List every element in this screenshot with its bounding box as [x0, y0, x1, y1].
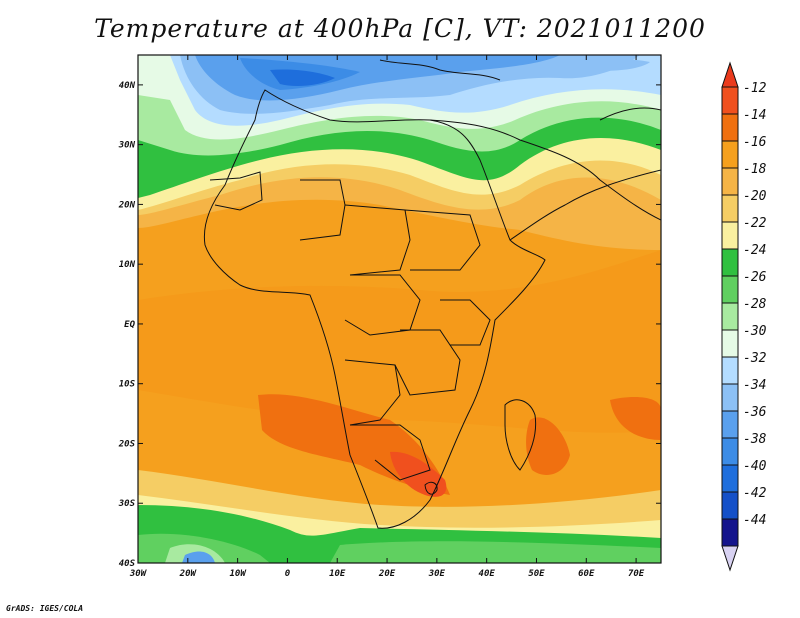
colorbar-swatch: [721, 275, 739, 304]
colorbar-swatch: [721, 464, 739, 493]
y-tick-label: 20N: [118, 200, 136, 210]
colorbar-swatch: [721, 356, 739, 385]
colorbar-label: -38: [743, 432, 767, 447]
colorbar-swatch: [721, 410, 739, 439]
colorbar-swatch: [721, 437, 739, 466]
x-tick-label: 20W: [179, 569, 198, 579]
map-axes: 30W 20W 10W 0 10E 20E 30E 40E 50E 60E 70E 40N 30N 20N…: [118, 55, 661, 579]
y-tick-label: 10S: [119, 380, 136, 390]
colorbar-swatch: [721, 221, 739, 250]
colorbar-label: -14: [743, 108, 766, 123]
colorbar-swatch: [721, 248, 739, 277]
colorbar-label: -12: [743, 81, 767, 96]
y-tick-label: 20S: [118, 439, 136, 449]
colorbar-top-arrow: [721, 61, 739, 88]
colorbar: -12 -14 -16 -18 -20 -22 -24 -26 -28 -30 -32 -34 -36 -…: [721, 61, 767, 572]
y-tick-label: 30S: [118, 499, 136, 509]
x-tick-label: 30W: [129, 569, 148, 579]
credit-text: GrADS: IGES/COLA: [6, 604, 84, 613]
colorbar-label: -22: [743, 216, 767, 231]
x-tick-label: 50E: [528, 569, 545, 579]
colorbar-label: -20: [743, 189, 767, 204]
colorbar-label: -28: [743, 297, 767, 312]
colorbar-label: -44: [743, 513, 766, 528]
colorbar-label: -40: [743, 459, 767, 474]
colorbar-swatch: [721, 86, 739, 115]
colorbar-label: -36: [743, 405, 767, 420]
colorbar-label: -26: [743, 270, 767, 285]
x-tick-label: 40E: [479, 569, 496, 579]
x-tick-label: 10E: [329, 569, 346, 579]
colorbar-label: -24: [743, 243, 766, 258]
x-tick-label: 0: [285, 569, 291, 579]
x-tick-label: 30E: [428, 569, 446, 579]
colorbar-swatch: [721, 194, 739, 223]
colorbar-label: -42: [743, 486, 767, 501]
colorbar-swatch: [721, 491, 739, 520]
x-tick-label: 70E: [628, 569, 645, 579]
colorbar-swatch: [721, 113, 739, 142]
colorbar-swatch: [721, 302, 739, 331]
colorbar-bottom-arrow: [721, 545, 739, 572]
y-tick-label: 30N: [118, 141, 136, 151]
x-tick-label: 60E: [578, 569, 595, 579]
colorbar-label: -32: [743, 351, 767, 366]
colorbar-swatch: [721, 167, 739, 196]
y-tick-label: 10N: [119, 260, 136, 270]
colorbar-swatch: [721, 383, 739, 412]
y-tick-label: EQ: [124, 320, 135, 330]
colorbar-swatch: [721, 140, 739, 169]
coastlines: [203, 59, 661, 529]
colorbar-swatch: [721, 518, 739, 547]
temperature-field: [138, 55, 661, 563]
y-tick-label: 40N: [119, 81, 136, 91]
colorbar-label: -16: [743, 135, 767, 150]
x-tick-label: 10W: [229, 569, 247, 579]
colorbar-label: -34: [743, 378, 766, 393]
x-tick-label: 20E: [378, 569, 396, 579]
map-title: Temperature at 400hPa [C], VT: 202101120…: [94, 14, 706, 43]
y-tick-label: 40S: [119, 559, 136, 569]
map-frame: [137, 54, 662, 564]
colorbar-swatch: [721, 329, 739, 358]
colorbar-label: -18: [743, 162, 767, 177]
colorbar-label: -30: [743, 324, 767, 339]
